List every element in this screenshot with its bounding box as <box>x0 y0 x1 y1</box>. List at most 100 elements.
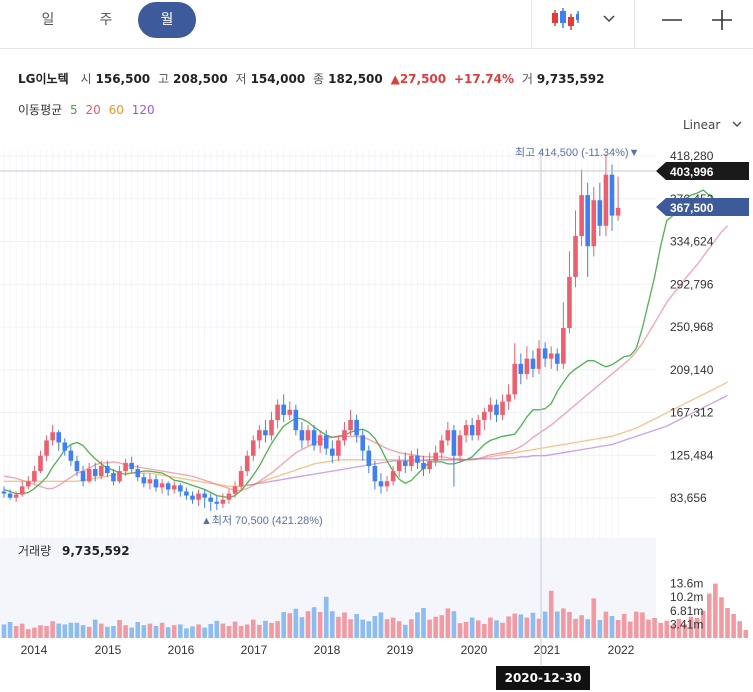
moving-average-legend[interactable]: 이동평균 5 20 60 120 <box>18 101 159 118</box>
volume-bar <box>445 608 451 638</box>
volume-bar <box>573 618 578 638</box>
volume-bar <box>415 612 420 638</box>
candle-body <box>615 207 621 216</box>
zoom-in-icon[interactable] <box>708 6 736 34</box>
candle-body <box>506 394 511 402</box>
volume-bar <box>366 621 372 638</box>
volume-bar <box>275 621 280 638</box>
candle-body <box>190 495 195 500</box>
tab-period-month[interactable]: 월 <box>138 2 196 38</box>
candle-body <box>7 493 13 498</box>
price-axis-tick: 334,624 <box>670 235 714 249</box>
volume-value-header: 9,735,592 <box>536 72 605 86</box>
volume-bar <box>421 608 426 638</box>
volume-bar <box>676 618 682 638</box>
x-axis-year-label: 2022 <box>608 643 635 657</box>
volume-bar <box>342 612 347 638</box>
volume-bar <box>178 624 183 638</box>
volume-bar <box>554 611 560 638</box>
volume-label: 거 <box>521 72 533 86</box>
candle-body <box>475 419 481 436</box>
volume-bar <box>184 628 189 638</box>
volume-bar <box>463 622 469 638</box>
tab-period-week[interactable]: 주 <box>99 12 113 28</box>
candle-body <box>86 469 92 482</box>
candle-body <box>92 469 98 477</box>
volume-bar <box>354 614 359 638</box>
volume-bar <box>129 627 134 638</box>
scale-mode-dropdown[interactable]: Linear <box>683 118 744 132</box>
volume-bar <box>548 590 554 638</box>
candle-body <box>463 425 469 436</box>
candle-body <box>469 425 475 436</box>
crosshair-date-label: 2020-12-30 <box>496 666 590 690</box>
ma-legend-5: 5 <box>70 103 78 117</box>
candle-body <box>402 460 408 466</box>
volume-bar <box>518 614 524 638</box>
volume-bar <box>293 608 299 638</box>
volume-bar <box>542 611 548 638</box>
volume-bar <box>603 611 609 638</box>
x-axis-year-label: 2021 <box>534 643 561 657</box>
volume-bar <box>737 621 742 638</box>
candle-body <box>178 485 183 492</box>
top-toolbar: 일 주 월 <box>0 0 753 49</box>
candlestick-chart-type-icon[interactable] <box>550 6 580 32</box>
volume-bar <box>579 615 584 638</box>
volume-bar <box>26 629 31 638</box>
zoom-out-icon[interactable] <box>658 6 686 34</box>
volume-bar <box>725 608 730 638</box>
volume-axis-tick: 6.81m <box>670 604 703 618</box>
tab-period-day[interactable]: 일 <box>41 12 55 28</box>
high-label: 고 <box>157 72 170 86</box>
candle-body <box>184 491 189 496</box>
candle-body <box>141 477 147 484</box>
candle-body <box>488 404 493 412</box>
min-price-annotation: ▲최저 70,500 (421.28%) <box>201 514 323 527</box>
volume-bar <box>208 624 214 638</box>
candle-body <box>196 493 201 500</box>
volume-bar <box>494 620 499 638</box>
volume-bar <box>609 616 615 638</box>
x-axis-year-label: 2018 <box>314 643 341 657</box>
volume-bar <box>80 625 86 638</box>
candle-body <box>68 450 74 461</box>
price-axis-tick: 125,484 <box>670 448 714 462</box>
x-axis-year-label: 2014 <box>21 643 48 657</box>
ma-legend-60: 60 <box>108 103 124 117</box>
candle-body <box>573 236 578 277</box>
candle-body <box>451 430 457 456</box>
price-axis-tick: 292,796 <box>670 277 714 291</box>
candle-body <box>542 348 548 359</box>
volume-bar <box>561 608 566 638</box>
candle-body <box>597 200 603 226</box>
volume-bar <box>524 617 530 638</box>
candle-body <box>287 409 293 415</box>
volume-bar <box>257 624 262 638</box>
candle-body <box>482 411 487 420</box>
volume-bar <box>244 624 250 638</box>
volume-bar <box>597 620 603 638</box>
volume-bar <box>323 596 329 638</box>
candle-body <box>44 440 49 456</box>
volume-bar <box>299 617 305 638</box>
volume-bar <box>74 622 80 638</box>
candle-body <box>171 485 177 490</box>
volume-axis-tick: 3.41m <box>670 617 703 631</box>
volume-bar <box>50 621 55 638</box>
chevron-down-icon[interactable] <box>598 8 620 30</box>
volume-bar <box>567 612 572 638</box>
volume-title: 거래량 <box>18 544 51 558</box>
scale-mode-label: Linear <box>683 118 721 132</box>
volume-bar <box>105 626 110 638</box>
candle-body <box>159 483 165 488</box>
current-price-tag: 367,500 <box>670 201 714 215</box>
volume-bar <box>409 619 414 638</box>
volume-bar <box>287 613 293 638</box>
volume-bar <box>627 621 633 638</box>
volume-bar <box>330 611 335 638</box>
moving-average-lines <box>3 189 728 499</box>
candle-body <box>26 481 31 487</box>
volume-bar <box>743 630 749 638</box>
